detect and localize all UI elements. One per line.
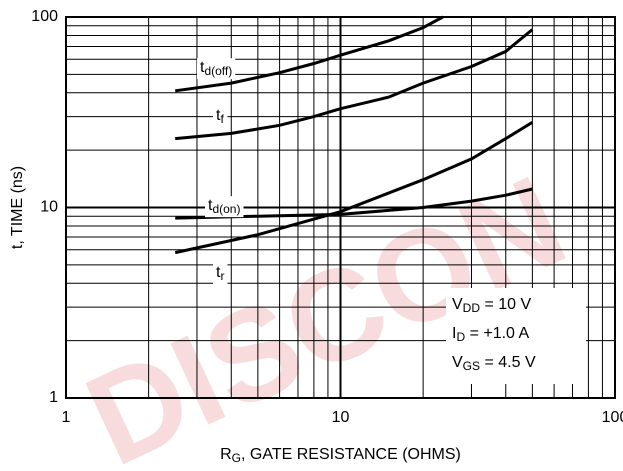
x-axis-label-part: G xyxy=(232,451,241,465)
series-line xyxy=(175,28,534,141)
series-label-part: t xyxy=(208,197,213,214)
series-label: td(on) xyxy=(208,197,240,216)
annotation-part: V xyxy=(452,296,463,313)
annotation-part: = +1.0 A xyxy=(465,325,529,342)
annotation-part: D xyxy=(456,330,465,344)
series-line xyxy=(174,15,444,93)
annotation-part: GS xyxy=(463,359,480,373)
series-label-bg xyxy=(213,106,228,128)
series-label-part: t xyxy=(200,59,205,76)
series-label-part: t xyxy=(216,107,221,124)
y-tick-label: 1 xyxy=(49,389,58,406)
series-label-part: r xyxy=(220,269,224,283)
annotation-part: V xyxy=(452,354,463,371)
x-axis-label-part: R xyxy=(220,446,232,463)
y-tick-label: 10 xyxy=(40,199,58,216)
series-label: tf xyxy=(216,107,224,126)
y-axis-label: t, TIME (ns) xyxy=(9,166,26,249)
x-tick-label: 100 xyxy=(602,409,623,426)
x-tick-label: 10 xyxy=(332,409,350,426)
annotation-box xyxy=(446,288,586,384)
series-label: tr xyxy=(216,264,224,283)
series-label-bg xyxy=(197,58,236,80)
annotation: VGS = 4.5 V xyxy=(452,354,536,373)
series-label-part: t xyxy=(216,264,221,281)
annotation: ID = +1.0 A xyxy=(452,325,530,344)
annotation-part: = 4.5 V xyxy=(480,354,536,371)
annotation-part: DD xyxy=(463,301,481,315)
series-line xyxy=(175,187,533,220)
series-label-part: f xyxy=(220,112,224,126)
series-label-bg xyxy=(213,263,228,285)
y-tick-label: 100 xyxy=(31,8,58,25)
annotation-part: I xyxy=(452,325,456,342)
x-axis-label: RG, GATE RESISTANCE (OHMS) xyxy=(220,446,461,465)
series-label-part: d(on) xyxy=(212,202,240,216)
x-tick-label: 1 xyxy=(62,409,71,426)
plot-frame xyxy=(65,16,616,399)
x-axis-label-part: , GATE RESISTANCE (OHMS) xyxy=(241,446,461,463)
series-line xyxy=(174,121,534,255)
series-label-bg xyxy=(205,196,244,218)
annotation: VDD = 10 V xyxy=(452,296,531,315)
series-label: td(off) xyxy=(200,59,232,78)
annotation-part: = 10 V xyxy=(480,296,531,313)
series-label-part: d(off) xyxy=(204,64,232,78)
